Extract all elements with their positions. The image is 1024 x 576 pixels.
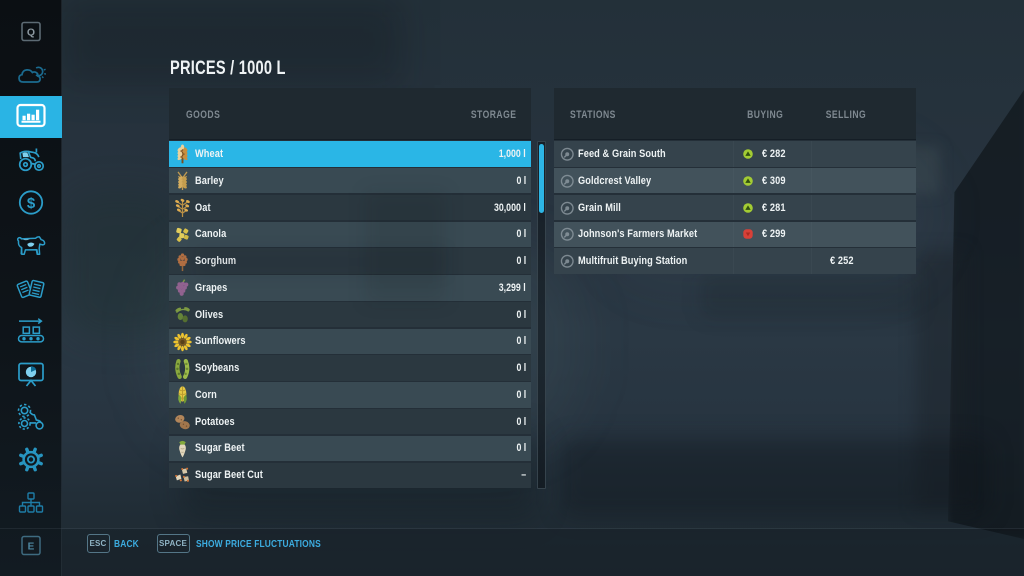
- svg-text:Q: Q: [27, 26, 35, 38]
- svg-text:$: $: [27, 195, 36, 212]
- svg-text:E: E: [28, 541, 35, 552]
